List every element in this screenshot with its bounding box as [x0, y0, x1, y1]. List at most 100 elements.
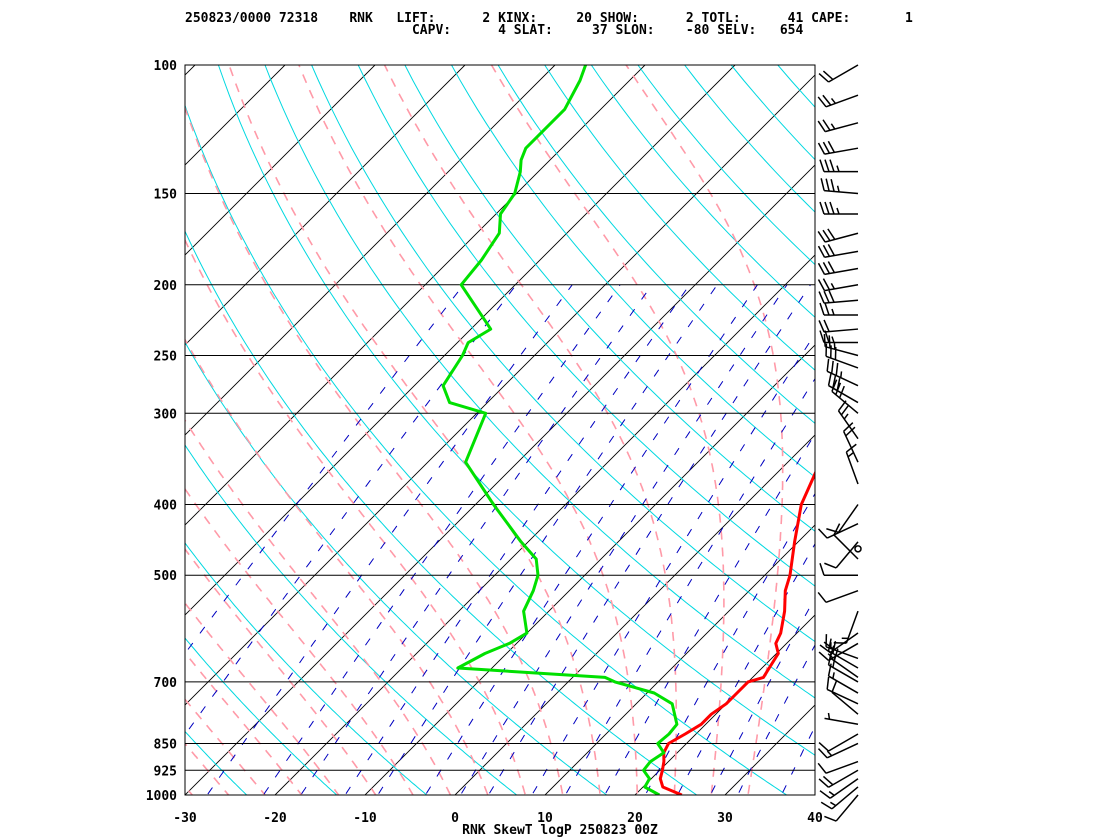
barb-flag: [822, 141, 831, 154]
barb-shaft: [826, 523, 859, 539]
moist-adiabat-line: [185, 742, 230, 795]
barb-shaft: [825, 94, 859, 108]
wind-barb: [819, 201, 858, 215]
barb-shaft: [837, 410, 859, 440]
temperature-profile: [658, 470, 815, 795]
barb-shaft: [824, 122, 859, 133]
barb-half-flag: [830, 801, 837, 807]
barb-flag: [818, 651, 830, 662]
mixing-ratio-line: [344, 284, 691, 795]
barb-half-flag: [826, 750, 833, 757]
mixing-ratio-line: [185, 284, 517, 736]
isotherm-line: [0, 65, 105, 795]
barb-shaft: [828, 769, 859, 788]
barb-flag: [824, 562, 837, 569]
barb-flag: [826, 528, 839, 534]
mixing-ratio-line: [487, 284, 811, 795]
chart-title: RNK SkewT logP 250823 00Z: [462, 823, 658, 838]
isotherm-line: [274, 254, 815, 795]
barb-shaft: [825, 590, 859, 604]
temperature-tick-label: 40: [807, 811, 823, 826]
pressure-tick-label: 925: [154, 764, 177, 779]
barb-flag: [819, 644, 831, 654]
wind-barb: [825, 343, 859, 369]
barb-flag: [817, 762, 827, 774]
wind-barb: [819, 778, 859, 799]
dry-adiabat-line: [185, 730, 248, 795]
plot-frame: [184, 64, 816, 796]
barb-flag: [817, 528, 828, 539]
dry-adiabat-line: [637, 65, 815, 266]
barb-shaft: [824, 189, 859, 195]
barb-flag: [819, 159, 825, 172]
barb-flag: [822, 70, 834, 81]
barb-flag: [822, 229, 831, 242]
dry-adiabat-line: [185, 444, 518, 795]
wind-barb: [818, 642, 859, 662]
wind-barb: [818, 290, 859, 304]
moist-adiabat-line: [228, 65, 601, 795]
wind-barb: [831, 379, 859, 414]
barb-shaft: [831, 691, 859, 715]
dry-adiabat-line: [544, 65, 815, 371]
dry-adiabat-line: [185, 542, 428, 795]
pressure-tick-label: 200: [154, 279, 178, 294]
mixing-ratio-line: [424, 284, 758, 795]
barb-flag: [824, 815, 837, 822]
moist-adiabat-line: [185, 418, 452, 795]
barb-shaft: [824, 717, 859, 725]
wind-barb: [820, 786, 859, 810]
mixing-ratio-line: [206, 284, 573, 795]
mixing-ratio-line: [459, 284, 788, 795]
pressure-axis-labels: 100 150 200 250 300 400 500 700 850 925 1000: [146, 59, 177, 804]
barb-half-flag: [843, 413, 849, 420]
isotherm-line: [724, 704, 815, 795]
barb-flag: [825, 178, 830, 192]
barb-flag: [819, 302, 825, 316]
barb-shaft: [826, 688, 859, 705]
dry-adiabat-line: [357, 65, 815, 587]
barb-half-flag: [827, 653, 834, 659]
wind-barb: [818, 319, 859, 333]
barb-shaft: [826, 370, 859, 387]
barb-flag: [831, 680, 838, 693]
temperature-tick-label: 0: [451, 811, 459, 826]
dry-adiabat-line: [185, 637, 338, 795]
barb-shaft: [828, 733, 859, 752]
pressure-tick-label: 1000: [146, 789, 177, 804]
barb-flag: [829, 201, 835, 215]
mixing-ratio-line: [780, 725, 815, 795]
barb-shaft: [829, 657, 859, 678]
barb-shaft: [824, 345, 859, 357]
barb-half-flag: [828, 791, 835, 796]
barb-shaft: [824, 232, 859, 243]
wind-barb: [831, 680, 859, 715]
barb-half-flag: [832, 672, 835, 679]
temperature-axis-labels: -30 -20 -10 0 10 20 30 40: [173, 811, 823, 826]
barb-flag: [823, 334, 826, 347]
pressure-tick-label: 850: [154, 737, 178, 752]
wind-barb: [818, 769, 859, 788]
barb-shaft: [824, 147, 859, 155]
mixing-ratio-line: [676, 542, 815, 795]
wind-barb: [817, 742, 859, 759]
barb-flag: [828, 290, 835, 303]
barb-half-flag: [836, 207, 840, 215]
moist-adiabat-line: [185, 698, 267, 795]
moist-adiabat-line: [383, 65, 678, 795]
dry-adiabat-line: [777, 65, 815, 108]
wind-barb: [823, 334, 859, 357]
mixing-ratio-line: [185, 284, 464, 655]
isotherm-line: [185, 65, 376, 256]
barb-shaft: [831, 786, 859, 810]
moist-adiabat-line: [185, 337, 489, 795]
isotherm-line: [185, 65, 286, 166]
barb-flag: [817, 279, 826, 292]
moist-adiabat-line: [298, 65, 639, 795]
barb-flag: [817, 120, 826, 133]
barb-flag: [824, 201, 830, 215]
wind-barb: [817, 228, 859, 243]
barb-shaft: [828, 664, 859, 683]
barb-flag: [830, 360, 834, 374]
sounding-profiles: [441, 65, 815, 795]
